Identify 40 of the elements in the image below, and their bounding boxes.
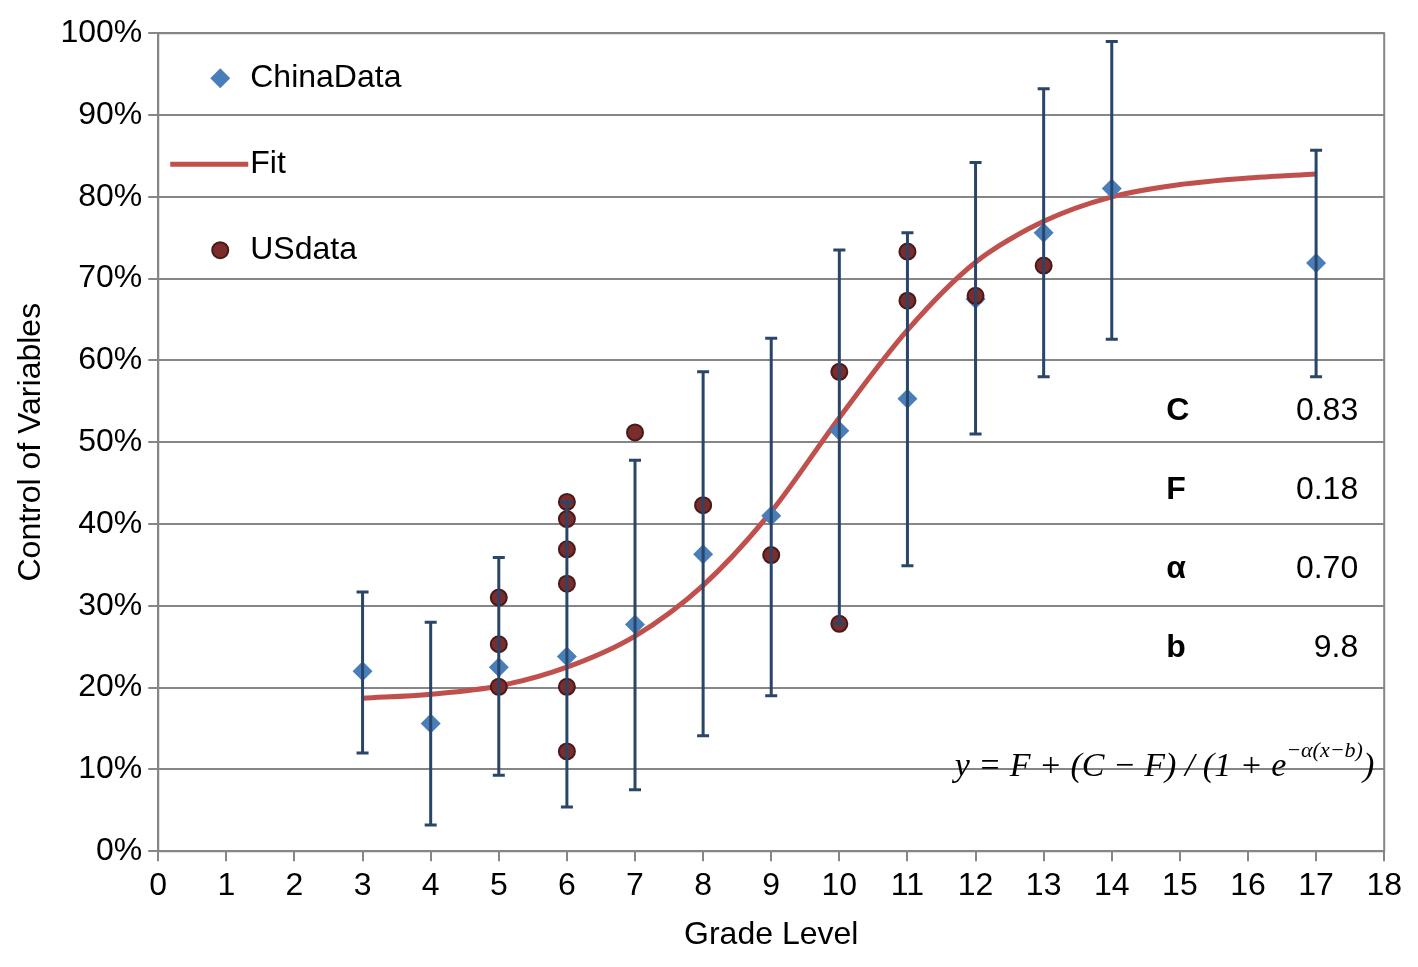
x-tick-label: 1 bbox=[217, 866, 236, 903]
y-tick-label: 40% bbox=[78, 503, 143, 540]
x-tick-label: 0 bbox=[149, 866, 168, 903]
y-tick-label: 0% bbox=[95, 831, 143, 868]
legend-label: ChinaData bbox=[250, 58, 402, 95]
x-tick-label: 8 bbox=[694, 866, 713, 903]
x-tick-label: 2 bbox=[285, 866, 304, 903]
y-tick-label: 90% bbox=[78, 94, 143, 131]
y-tick-label: 80% bbox=[78, 176, 143, 213]
y-tick-label: 50% bbox=[78, 422, 143, 459]
y-tick-label: 30% bbox=[78, 585, 143, 622]
y-tick-label: 70% bbox=[78, 258, 143, 295]
x-tick-label: 6 bbox=[558, 866, 576, 903]
x-tick-label: 16 bbox=[1230, 866, 1266, 903]
x-tick-label: 3 bbox=[353, 866, 372, 903]
x-tick-label: 12 bbox=[957, 866, 994, 903]
y-tick-label: 100% bbox=[60, 13, 143, 50]
y-axis-title: Control of Variables bbox=[11, 302, 48, 582]
x-tick-label: 15 bbox=[1162, 866, 1198, 903]
text: C 0.83 bbox=[1166, 390, 1359, 427]
x-tick-label: 7 bbox=[626, 866, 644, 903]
x-axis-title: Grade Level bbox=[684, 914, 859, 951]
x-tick-label: 14 bbox=[1093, 866, 1130, 903]
text: F 0.18 bbox=[1166, 469, 1359, 506]
x-tick-label: 4 bbox=[421, 866, 440, 903]
x-tick-label: 18 bbox=[1366, 866, 1402, 903]
x-tick-label: 5 bbox=[489, 866, 508, 903]
point bbox=[626, 423, 645, 442]
y-tick-label: 60% bbox=[78, 340, 143, 377]
y-tick-label: 10% bbox=[78, 749, 143, 786]
x-tick-label: 9 bbox=[762, 866, 781, 903]
text: b 9.8 bbox=[1166, 627, 1359, 664]
legend-label: Fit bbox=[250, 144, 286, 181]
legend-label: USdata bbox=[250, 230, 358, 267]
x-tick-label: 10 bbox=[821, 866, 858, 903]
x-tick-label: 11 bbox=[890, 866, 925, 903]
text: α 0.70 bbox=[1166, 548, 1359, 585]
y-tick-label: 20% bbox=[78, 667, 143, 704]
x-tick-label: 13 bbox=[1025, 866, 1062, 903]
x-tick-label: 17 bbox=[1298, 866, 1334, 903]
